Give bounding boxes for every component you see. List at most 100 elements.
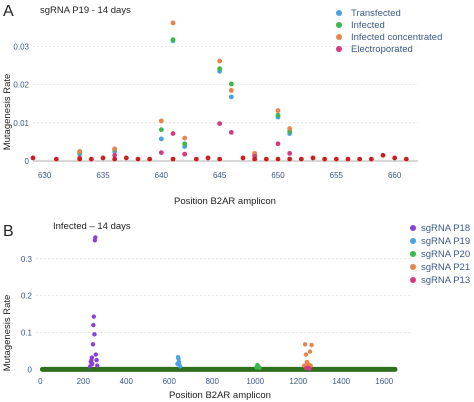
legend-marker-sgrna-p13 <box>410 277 416 283</box>
point-infected-concentrated <box>228 88 234 93</box>
point-electroporated <box>158 150 164 156</box>
x-tick-label: 645 <box>213 171 227 180</box>
panel-b-label: B <box>3 223 14 240</box>
point-sgrna-p21 <box>303 352 309 357</box>
x-tick-label: 1000 <box>246 377 264 386</box>
point-baseline-4 <box>252 156 258 162</box>
panel-b-title: Infected – 14 days <box>53 221 131 232</box>
point-infected <box>158 127 164 133</box>
point-baseline-4 <box>357 156 363 162</box>
panel-b-points <box>87 235 314 371</box>
point-baseline-4 <box>263 156 269 162</box>
legend-label-infected-concentrated: Infected concentrated <box>351 32 442 43</box>
point-electroporated <box>170 131 176 136</box>
point-baseline-4 <box>380 152 386 158</box>
point-infected <box>228 81 234 87</box>
point-baseline-4 <box>88 156 94 162</box>
x-tick-label: 635 <box>96 171 110 180</box>
point-electroporated <box>275 141 281 147</box>
panel-a-y-ticks: 0 0.01 0.02 0.03 <box>13 43 29 166</box>
panel-a-x-axis-label: Position B2AR amplicon <box>174 196 276 207</box>
legend-label-sgrna-p18: sgRNA P18 <box>421 223 470 234</box>
x-tick-label: 640 <box>155 171 169 180</box>
point-infected <box>182 141 188 147</box>
legend-marker-infected <box>336 22 342 28</box>
x-tick-label: 630 <box>38 171 52 180</box>
point-baseline-4 <box>345 156 351 162</box>
point-baseline-4 <box>368 156 374 162</box>
y-tick-label: 0 <box>25 157 30 166</box>
panel-b-x-ticks: 0 200 400 600 800 1000 1200 1400 1600 <box>38 377 394 386</box>
point-infected-concentrated <box>112 146 118 152</box>
point-transfected <box>228 94 234 100</box>
legend-label-infected: Infected <box>351 20 385 31</box>
point-sgrna-p21 <box>307 349 313 354</box>
point-electroporated <box>217 121 223 127</box>
legend-label-sgrna-p21: sgRNA P21 <box>421 262 470 273</box>
x-tick-label: 655 <box>330 171 344 180</box>
point-baseline-4 <box>217 156 223 162</box>
point-infected-concentrated <box>77 149 83 154</box>
legend-label-sgrna-p20: sgRNA P20 <box>421 249 470 260</box>
point-infected-concentrated <box>217 58 223 64</box>
panel-b-y-ticks: 0 0.1 0.2 0.3 <box>21 255 33 375</box>
point-sgrna-p18 <box>91 322 96 328</box>
panel-a-x-ticks: 630 635 640 645 650 655 660 <box>38 171 402 180</box>
legend-marker-transfected <box>336 10 342 16</box>
point-sgrna-p13 <box>307 366 312 371</box>
x-tick-label: 1600 <box>375 377 393 386</box>
point-electroporated <box>182 151 188 157</box>
point-baseline-4 <box>298 156 304 162</box>
panel-b-y-axis-label: Mutagenesis Rate <box>2 295 13 372</box>
point-infected-concentrated <box>287 126 293 131</box>
point-infected-concentrated <box>170 20 176 26</box>
point-infected <box>275 112 281 118</box>
point-baseline-4 <box>322 156 328 162</box>
x-tick-label: 1400 <box>332 377 350 386</box>
point-sgrna-p18 <box>90 342 96 347</box>
panel-b: B Infected – 14 days 0 0.1 0.2 0.3 0 200 400 6… <box>2 221 470 401</box>
y-tick-label: 0.01 <box>13 119 29 128</box>
point-sgrna-p18 <box>93 352 98 357</box>
point-baseline-4 <box>333 156 339 162</box>
point-baseline-4 <box>240 155 246 161</box>
x-tick-label: 600 <box>163 377 177 386</box>
panel-a-gridlines <box>33 46 418 124</box>
point-baseline-4 <box>77 156 83 162</box>
point-electroporated <box>112 152 118 158</box>
legend-marker-electroporated <box>336 46 342 52</box>
point-electroporated <box>287 150 293 156</box>
panel-b-x-axis-label: Position B2AR amplicon <box>169 390 271 401</box>
panel-b-legend: sgRNA P18 sgRNA P19 sgRNA P20 sgRNA P21 … <box>410 223 470 286</box>
point-infected-concentrated <box>275 108 281 114</box>
point-baseline-4 <box>147 156 153 162</box>
point-baseline-4 <box>135 156 141 162</box>
legend-label-sgrna-p19: sgRNA P19 <box>421 236 470 247</box>
legend-marker-sgrna-p18 <box>410 225 416 231</box>
point-baseline-4 <box>287 156 293 162</box>
point-sgrna-p20 <box>257 365 262 371</box>
point-sgrna-p19 <box>177 364 183 369</box>
point-sgrna-p18 <box>95 363 100 368</box>
point-infected-concentrated <box>182 135 188 141</box>
point-baseline-4 <box>100 155 106 161</box>
panel-a-label: A <box>3 3 14 20</box>
point-baseline-4 <box>205 155 211 161</box>
point-baseline-4 <box>392 155 398 161</box>
point-sgrna-p21 <box>309 342 314 348</box>
point-sgrna-p18 <box>92 332 97 337</box>
point-baseline-4 <box>53 156 59 162</box>
y-tick-label: 0.2 <box>21 292 33 301</box>
panel-a-legend: Transfected Infected Infected concentrat… <box>336 8 442 55</box>
panel-b-gridlines <box>36 258 410 333</box>
point-transfected <box>158 136 164 142</box>
point-baseline-4 <box>275 156 281 162</box>
point-baseline-4 <box>30 155 36 161</box>
legend-marker-infected-concentrated <box>336 34 342 40</box>
legend-marker-sgrna-p20 <box>410 251 416 257</box>
x-tick-label: 400 <box>120 377 134 386</box>
x-tick-label: 800 <box>206 377 220 386</box>
y-tick-label: 0.1 <box>21 328 33 337</box>
y-tick-label: 0.03 <box>13 43 29 52</box>
